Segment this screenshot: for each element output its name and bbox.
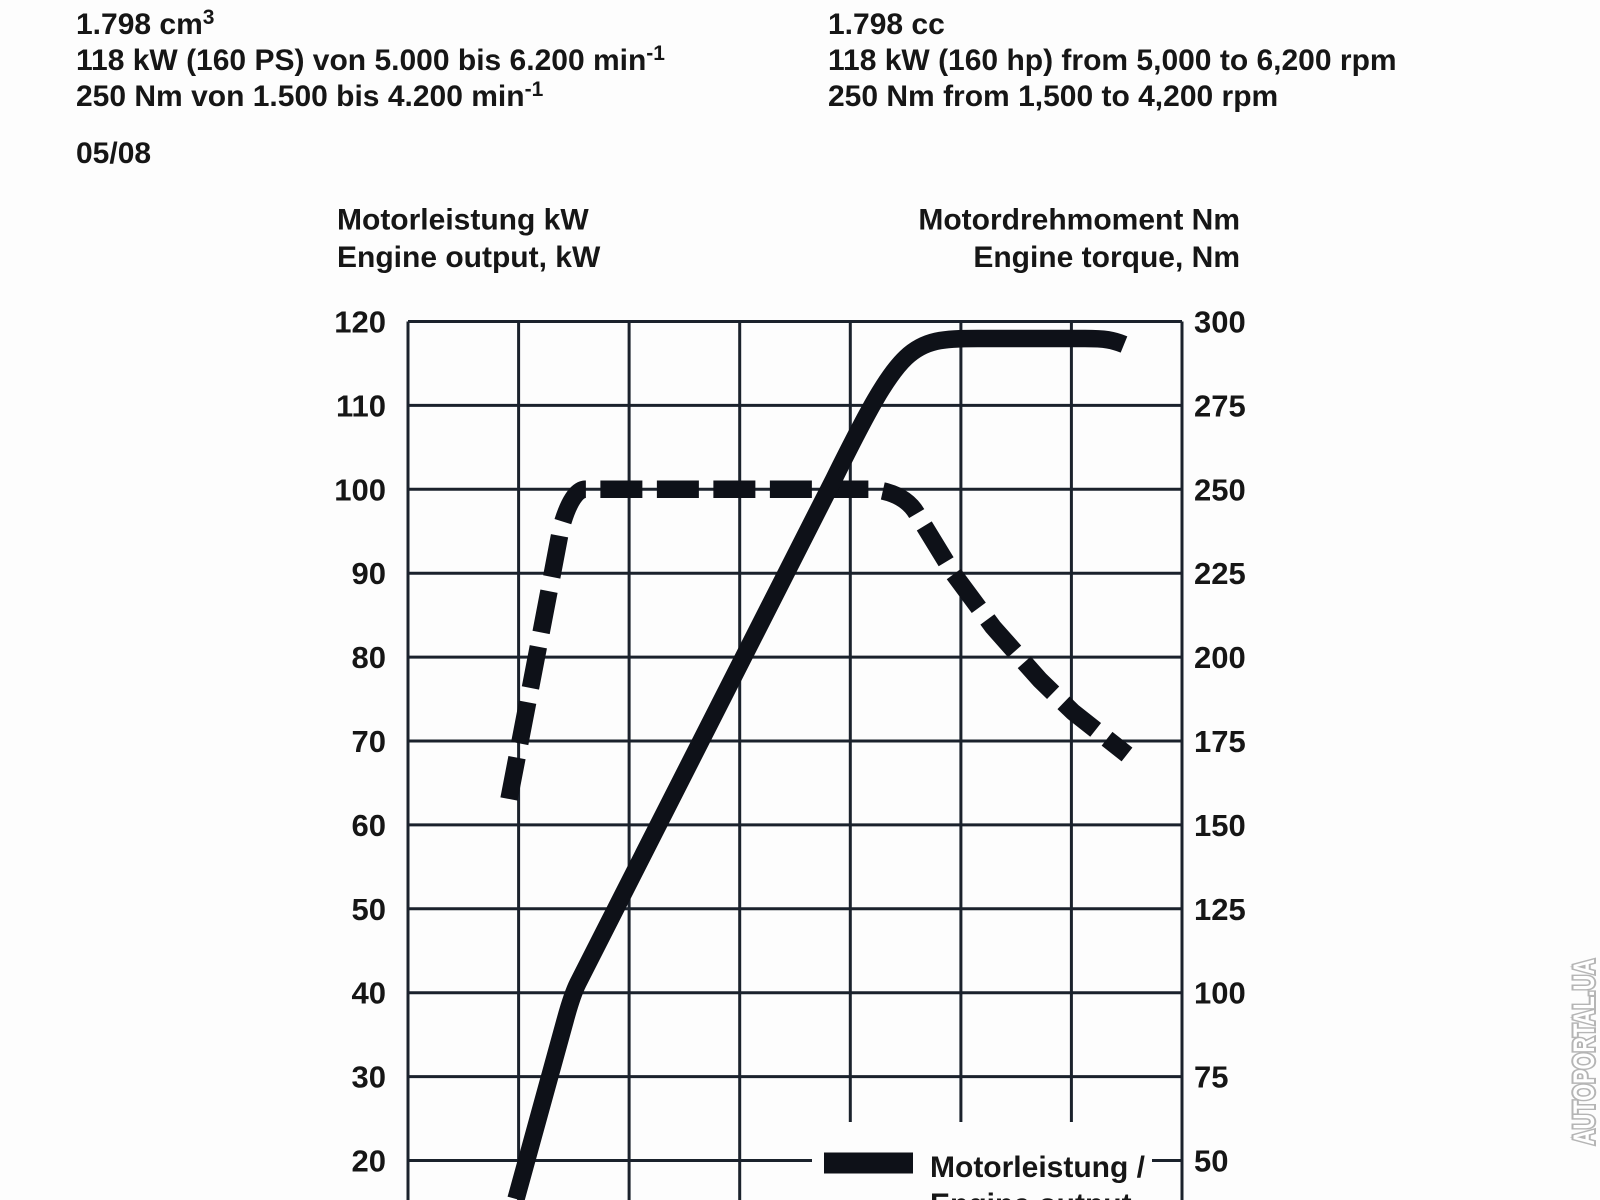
svg-text:75: 75 [1194,1060,1228,1095]
svg-text:250 Nm from 1,500 to 4,200 rpm: 250 Nm from 1,500 to 4,200 rpm [828,80,1278,113]
svg-text:250 Nm von 1.500 bis 4.200 min: 250 Nm von 1.500 bis 4.200 min-1 [76,78,544,113]
svg-text:50: 50 [352,892,386,927]
svg-text:175: 175 [1194,724,1246,759]
svg-text:120: 120 [334,305,386,340]
svg-text:275: 275 [1194,388,1246,423]
svg-text:Engine torque, Nm: Engine torque, Nm [973,241,1240,274]
svg-text:70: 70 [352,724,386,759]
svg-text:AUTOPORTAL.UA: AUTOPORTAL.UA [1568,959,1600,1145]
svg-text:250: 250 [1194,472,1246,507]
svg-text:150: 150 [1194,808,1246,843]
svg-text:100: 100 [1194,976,1246,1011]
svg-text:Motordrehmoment Nm: Motordrehmoment Nm [918,204,1240,237]
svg-text:118 kW (160 hp) from 5,000 to: 118 kW (160 hp) from 5,000 to 6,200 rpm [828,44,1397,77]
svg-text:Engine output: Engine output [930,1188,1132,1200]
svg-text:225: 225 [1194,556,1246,591]
svg-text:110: 110 [336,388,386,423]
svg-text:Motorleistung /: Motorleistung / [930,1151,1146,1184]
svg-text:60: 60 [352,808,386,843]
svg-text:1.798 cm3: 1.798 cm3 [76,6,214,41]
svg-text:118 kW (160 PS) von 5.000 bis: 118 kW (160 PS) von 5.000 bis 6.200 min-… [76,42,665,77]
svg-text:05/08: 05/08 [76,137,151,170]
svg-text:Motorleistung kW: Motorleistung kW [337,204,589,237]
svg-text:1.798 cc: 1.798 cc [828,8,945,41]
svg-text:125: 125 [1194,892,1246,927]
svg-text:100: 100 [334,472,386,507]
svg-text:90: 90 [352,556,386,591]
svg-text:80: 80 [352,640,386,675]
svg-text:200: 200 [1194,640,1246,675]
svg-text:Engine output, kW: Engine output, kW [337,241,601,274]
svg-text:40: 40 [352,976,386,1011]
svg-text:30: 30 [352,1060,386,1095]
svg-text:20: 20 [352,1144,386,1179]
svg-text:300: 300 [1194,305,1246,340]
svg-text:50: 50 [1194,1144,1228,1179]
